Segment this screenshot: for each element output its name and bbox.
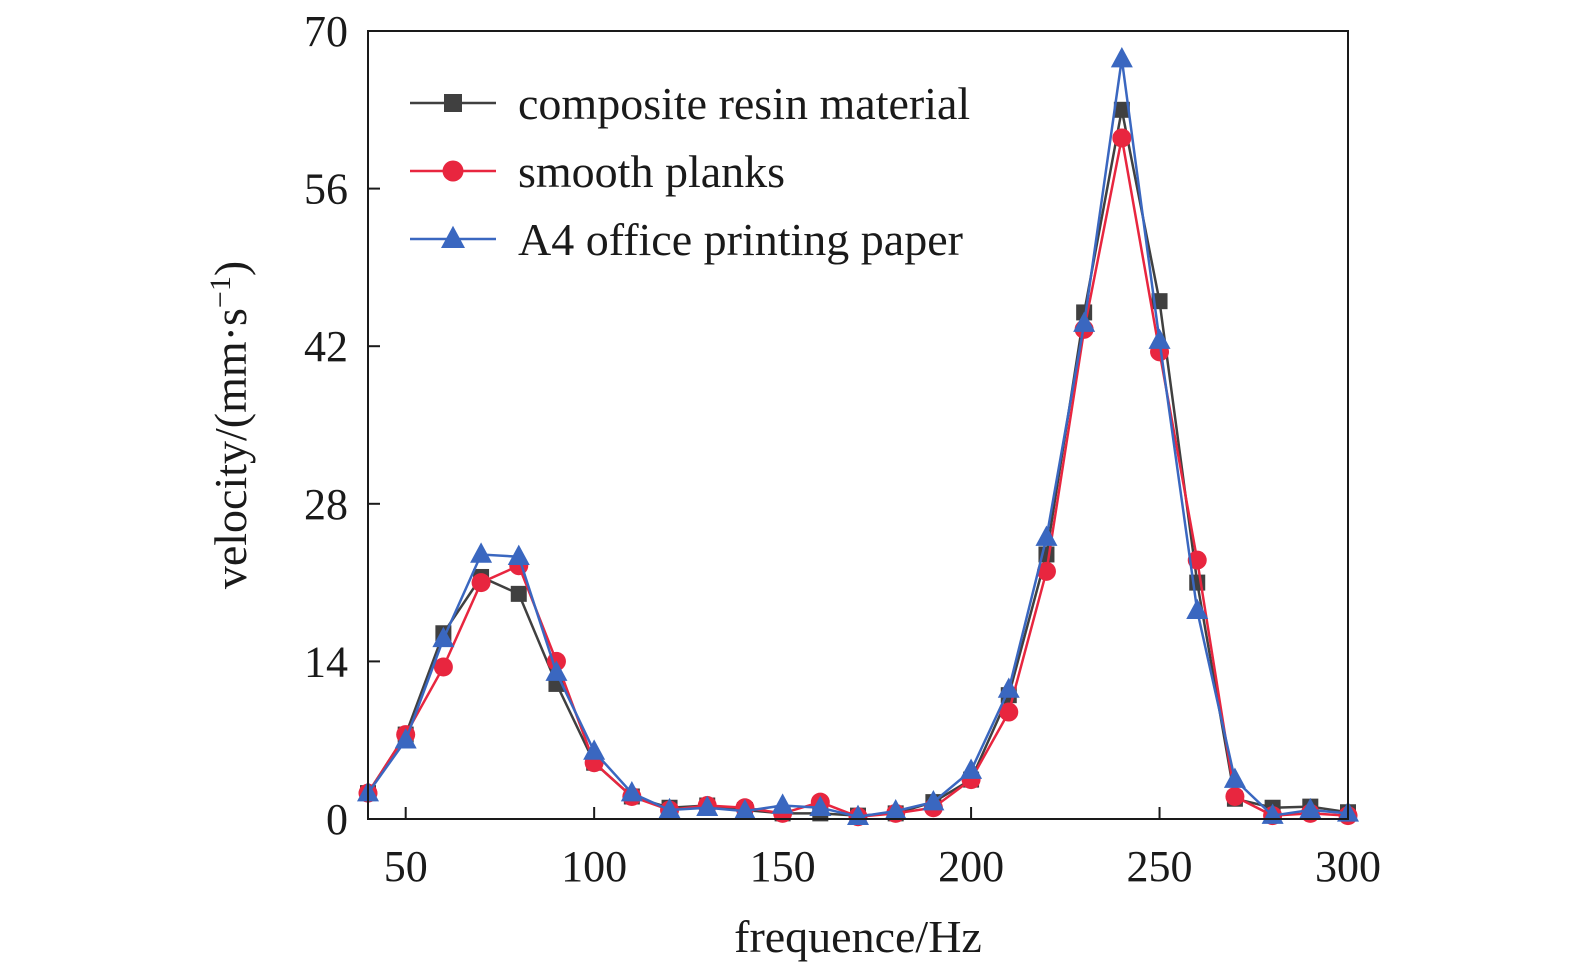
circle-marker	[442, 160, 464, 182]
y-tick-label: 14	[304, 637, 348, 686]
triangle-marker	[1110, 47, 1133, 68]
y-tick-label: 42	[304, 322, 348, 371]
x-axis-ticks: 50 100 150 200 250 300	[384, 807, 1381, 891]
circle-marker	[999, 702, 1019, 722]
legend: composite resin material smooth planks A4 …	[410, 78, 970, 265]
x-tick-label: 250	[1127, 842, 1193, 891]
y-axis-label: velocity/(mm·s−1)	[204, 261, 256, 589]
circle-marker	[1112, 128, 1132, 148]
y-axis-label-main: velocity/(mm·s	[205, 308, 256, 589]
series-3	[357, 47, 1359, 825]
triangle-marker	[771, 793, 794, 814]
square-marker	[510, 585, 527, 602]
triangle-marker	[470, 542, 493, 563]
legend-item: composite resin material	[410, 78, 970, 129]
y-axis-label-superscript: −1	[204, 276, 237, 308]
series-layer	[357, 47, 1359, 827]
triangle-marker	[658, 797, 681, 819]
legend-label: composite resin material	[518, 78, 970, 129]
y-tick-label: 0	[326, 795, 348, 844]
triangle-marker	[432, 626, 455, 648]
y-tick-label: 70	[304, 7, 348, 56]
legend-item: A4 office printing paper	[410, 214, 963, 265]
circle-marker	[1187, 550, 1207, 570]
x-tick-label: 150	[750, 842, 816, 891]
triangle-marker	[733, 799, 756, 820]
circle-marker	[471, 573, 491, 593]
x-axis-label: frequence/Hz	[734, 911, 982, 962]
square-marker	[444, 94, 462, 112]
circle-marker	[1036, 561, 1056, 581]
triangle-marker	[997, 677, 1020, 698]
triangle-marker	[1148, 328, 1171, 349]
legend-label: A4 office printing paper	[518, 214, 963, 265]
legend-item: smooth planks	[410, 146, 785, 197]
triangle-marker	[507, 544, 530, 565]
triangle-marker	[1223, 767, 1246, 788]
x-tick-label: 300	[1315, 842, 1381, 891]
triangle-marker	[620, 781, 643, 802]
x-tick-label: 100	[561, 842, 627, 891]
triangle-marker	[696, 795, 719, 816]
square-marker	[1113, 101, 1130, 118]
circle-marker	[1225, 786, 1245, 806]
legend-label: smooth planks	[518, 146, 785, 197]
y-axis-ticks: 0 14 28 42 56 70	[304, 7, 380, 844]
x-tick-label: 50	[384, 842, 428, 891]
y-axis-label-close: )	[205, 261, 256, 276]
triangle-marker	[809, 795, 832, 816]
triangle-marker	[960, 758, 983, 779]
triangle-marker	[922, 790, 945, 811]
circle-marker	[433, 657, 453, 677]
triangle-marker	[583, 739, 606, 760]
x-tick-label: 200	[938, 842, 1004, 891]
triangle-marker	[1073, 311, 1096, 332]
triangle-marker	[1186, 598, 1209, 619]
plot-frame	[367, 30, 1349, 820]
triangle-marker	[441, 225, 465, 248]
triangle-marker	[545, 660, 568, 681]
triangle-marker	[394, 728, 417, 749]
triangle-marker	[1299, 797, 1322, 819]
triangle-marker	[1035, 525, 1058, 546]
y-tick-label: 28	[304, 480, 348, 529]
y-tick-label: 56	[304, 165, 348, 214]
triangle-marker	[884, 799, 907, 820]
